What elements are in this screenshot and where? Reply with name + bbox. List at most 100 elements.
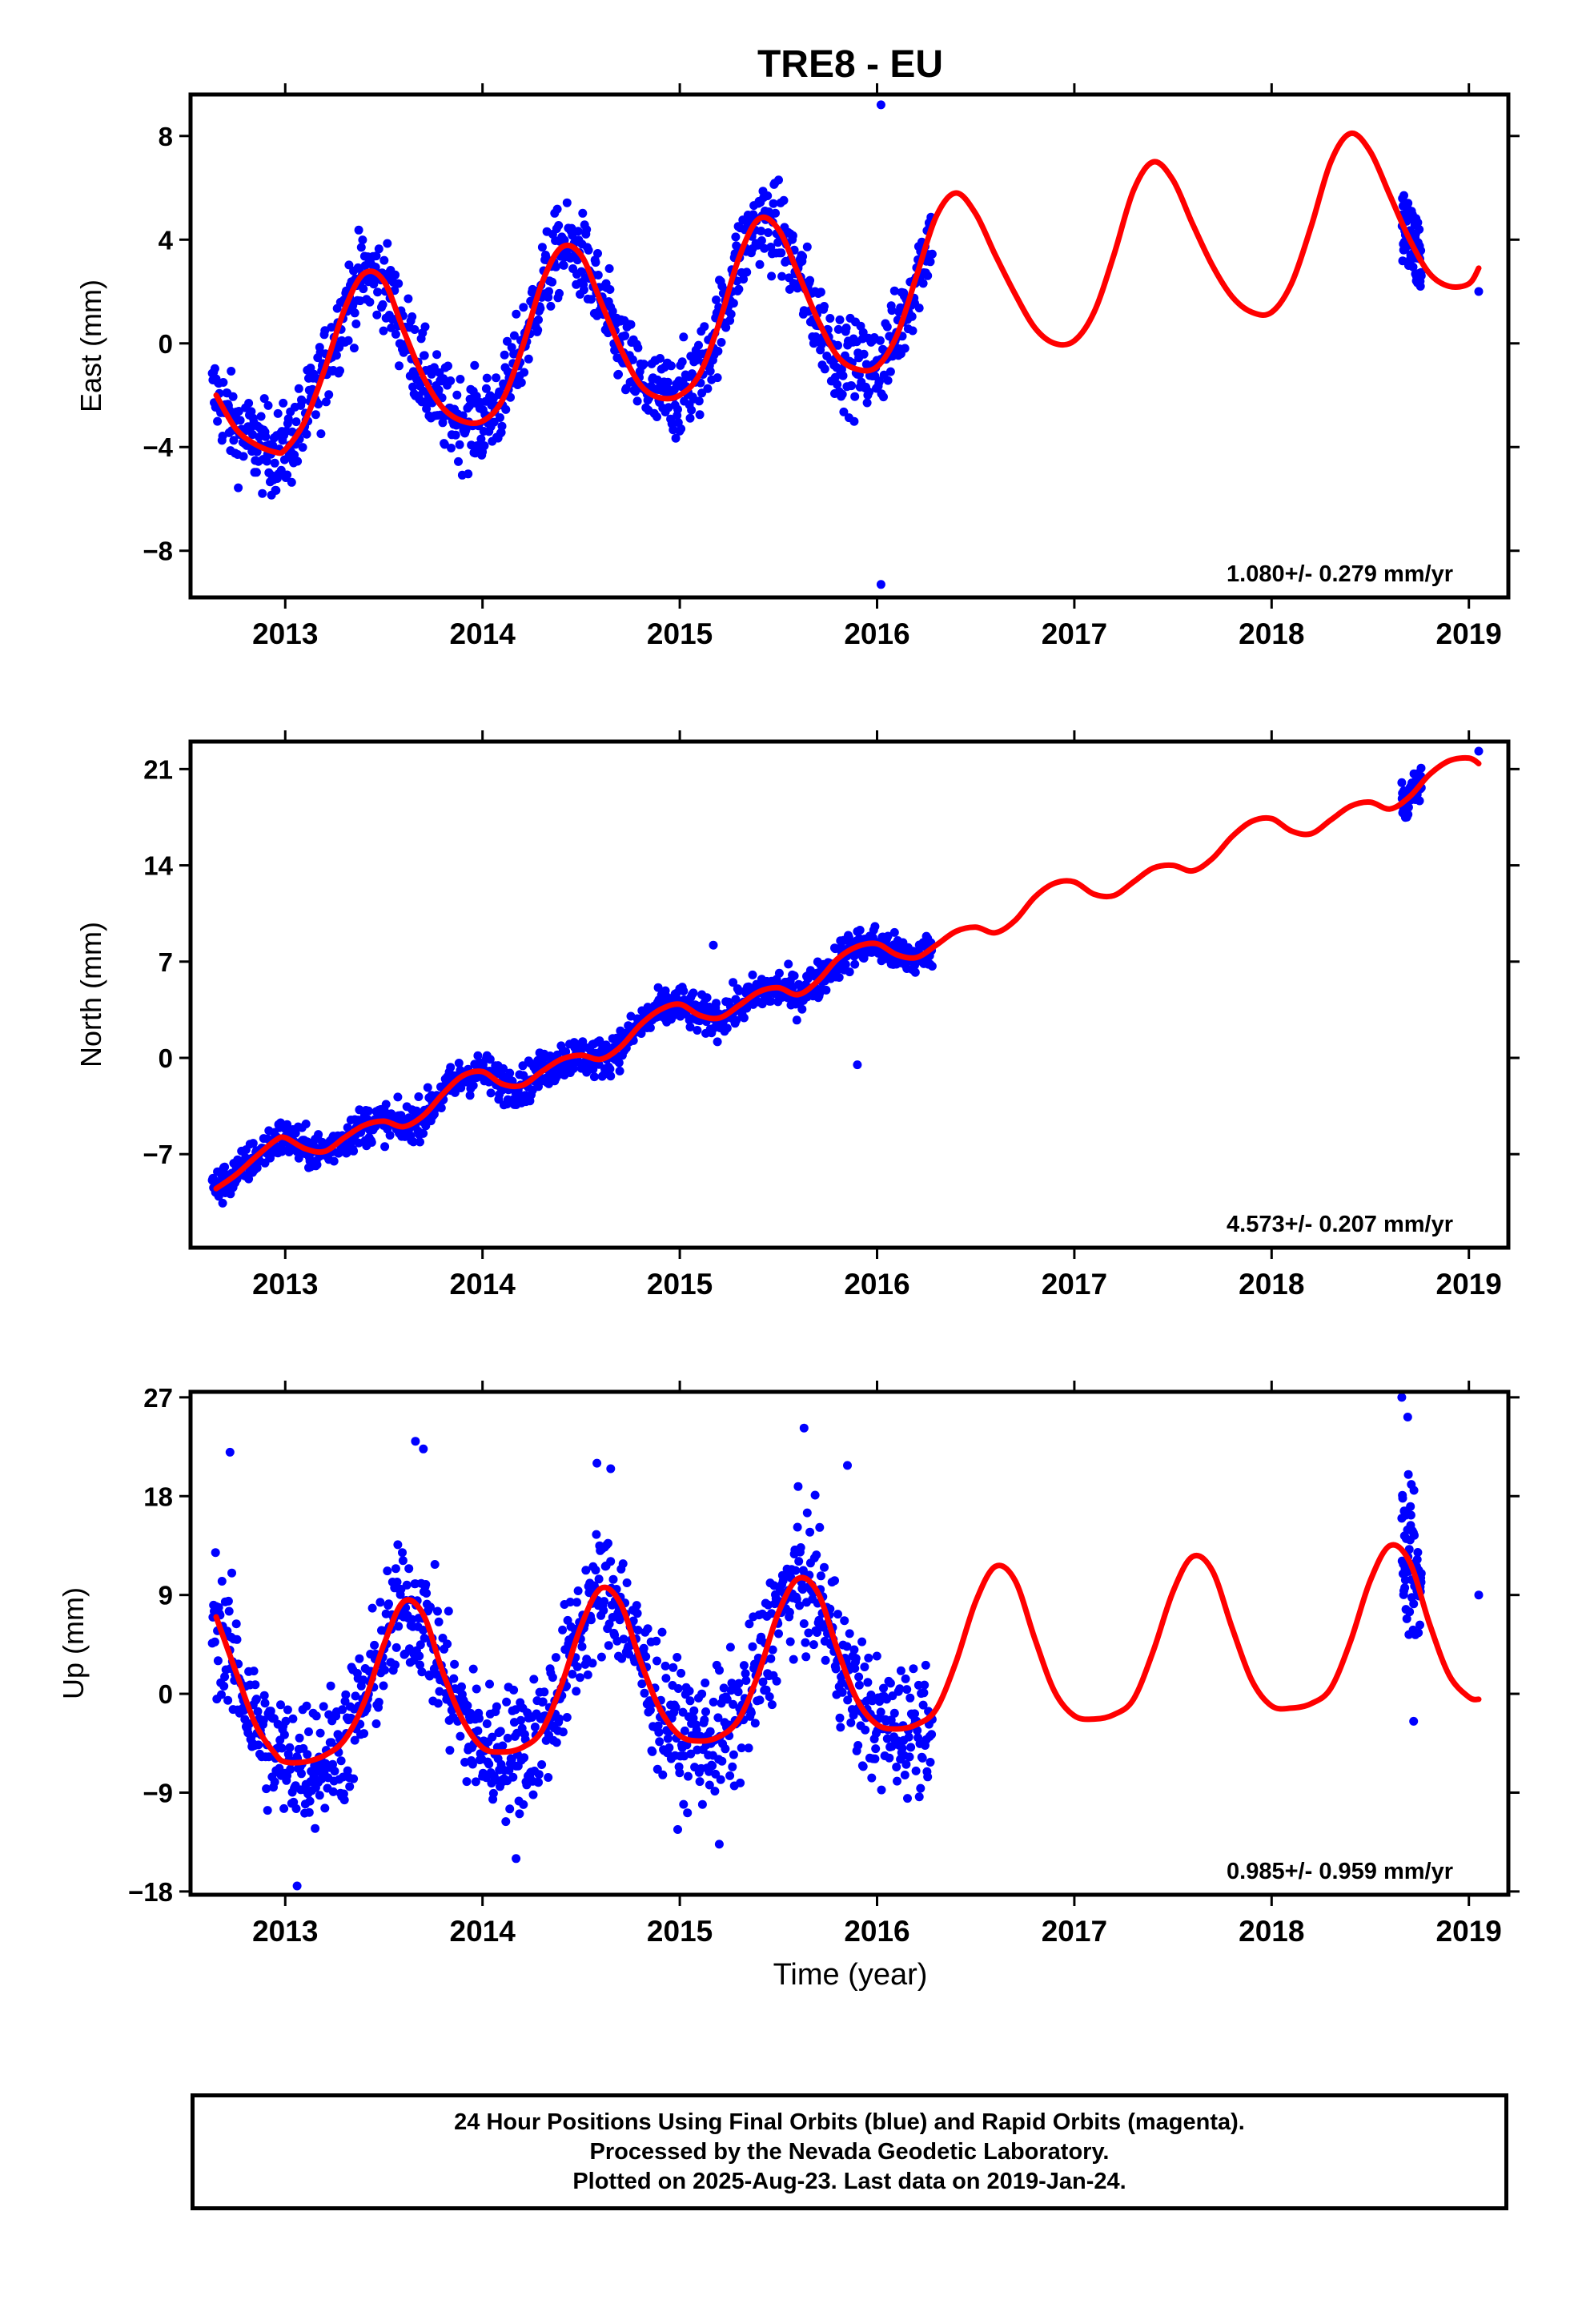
data-point [708,1761,717,1771]
data-point [755,1695,765,1705]
data-point [600,1597,609,1606]
data-point [605,285,615,294]
data-point [370,275,379,285]
data-point [261,432,271,441]
data-point [923,271,933,280]
data-point [555,288,564,298]
y-tick-label: −9 [143,1778,173,1807]
data-point [572,1687,581,1696]
data-point [713,1037,722,1047]
data-point [785,1607,794,1617]
data-point [652,412,661,421]
data-point [420,322,430,332]
data-point [314,1130,323,1140]
data-point [588,1659,597,1668]
x-tick-label: 2015 [647,617,713,650]
data-point [1414,1628,1423,1638]
data-point [506,392,515,402]
data-point [1406,1510,1415,1520]
data-point [656,354,665,363]
data-point [729,1699,738,1709]
data-point [398,1556,408,1566]
data-point [653,983,663,992]
data-point [726,309,736,319]
data-point [671,1703,681,1712]
data-point [618,1559,628,1569]
data-point [833,1610,842,1619]
data-point [476,434,486,444]
data-point [854,1680,864,1690]
data-point [833,340,842,350]
data-point [882,322,892,332]
data-point [805,275,815,285]
data-point [436,1104,446,1112]
data-point [496,1727,505,1736]
data-point [588,1064,598,1074]
data-point [433,1699,443,1708]
data-point [578,208,588,218]
data-point [210,1637,219,1647]
data-point [910,1709,919,1719]
data-point [421,1580,431,1589]
data-point [758,1677,768,1687]
data-point [408,312,417,321]
data-point [695,1777,705,1787]
data-point [396,1111,406,1120]
data-point [761,1685,771,1695]
data-point [615,1615,624,1625]
data-point [685,1696,695,1706]
data-point [468,1759,477,1769]
data-point [798,251,808,261]
data-point [717,338,726,347]
data-point [867,1773,877,1783]
data-point [473,1051,483,1060]
data-point [689,1706,699,1715]
data-point [777,271,787,281]
plot-frame [188,739,1511,1250]
data-point [419,1626,428,1634]
data-point [655,1737,665,1747]
data-point [302,429,311,439]
data-point [716,1775,725,1784]
y-tick-label: 21 [143,754,173,784]
data-point [367,1603,377,1613]
data-point [805,1527,815,1537]
data-point [328,1787,338,1796]
data-point [1409,1599,1419,1609]
rate-label: 1.080+/- 0.279 mm/yr [1227,561,1453,587]
data-point [394,279,404,288]
data-point [741,1669,750,1679]
chart-title: TRE8 - EU [757,43,943,86]
data-point [316,429,326,439]
data-point [745,1619,754,1629]
data-point [721,1744,730,1754]
data-point [251,468,261,477]
data-point [288,1714,298,1723]
data-point [1474,1590,1484,1600]
data-point [871,1744,881,1754]
data-point [218,1198,227,1208]
data-point [685,413,695,423]
x-tick-label: 2016 [844,1268,909,1301]
data-point [845,967,854,977]
data-point [1403,1413,1412,1421]
data-point [812,1550,821,1560]
data-point [661,1674,671,1683]
data-point [765,1692,774,1702]
data-point [844,932,853,942]
data-point [789,971,799,980]
data-point [799,1619,809,1628]
data-layer [207,100,1484,589]
data-point [383,1566,392,1576]
x-tick-label: 2017 [1042,617,1107,650]
x-tick-label: 2017 [1042,1268,1107,1301]
data-point [841,324,851,332]
data-point [579,285,588,295]
data-point [416,1640,425,1650]
data-point [393,1092,403,1102]
data-point [568,1063,578,1073]
model-curve [213,1542,1482,1766]
data-point [345,1782,355,1791]
data-point [748,1642,757,1651]
data-point [374,244,383,254]
